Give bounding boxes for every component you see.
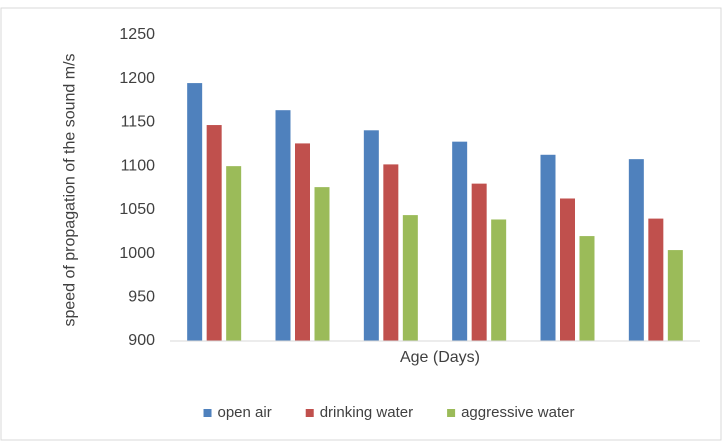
y-tick-label: 1150 <box>121 114 156 131</box>
bar <box>667 250 683 341</box>
y-tick-label: 1050 <box>119 201 155 218</box>
bar <box>314 187 330 341</box>
bar <box>579 236 595 341</box>
y-tick-label: 950 <box>128 289 155 306</box>
bar <box>402 215 418 341</box>
legend-label: drinking water <box>320 404 413 421</box>
x-axis-label: Age (Days) <box>400 349 480 366</box>
bar <box>226 166 242 341</box>
y-tick-label: 1100 <box>121 157 156 174</box>
y-tick-label: 1200 <box>119 70 155 87</box>
bar <box>452 141 468 341</box>
bar <box>383 164 399 341</box>
legend-swatch <box>203 409 212 417</box>
bar <box>471 183 487 341</box>
bar <box>295 143 310 341</box>
legend-swatch <box>447 409 456 417</box>
y-tick-label: 900 <box>128 332 155 349</box>
bar <box>628 159 644 341</box>
bar <box>491 219 507 341</box>
bar <box>275 110 291 341</box>
y-tick-label: 1250 <box>119 26 155 43</box>
legend-label: aggressive water <box>461 404 574 421</box>
bar <box>540 154 556 341</box>
y-tick-label: 1000 <box>119 245 155 262</box>
bar <box>560 198 575 341</box>
chart-border <box>0 7 722 441</box>
bar <box>187 83 203 341</box>
bar <box>206 125 222 342</box>
y-axis-label: speed of propagation of the sound m/s <box>61 53 79 327</box>
bar <box>648 218 664 341</box>
bar <box>363 130 379 341</box>
legend-swatch <box>305 409 314 417</box>
legend-label: open air <box>218 404 272 421</box>
